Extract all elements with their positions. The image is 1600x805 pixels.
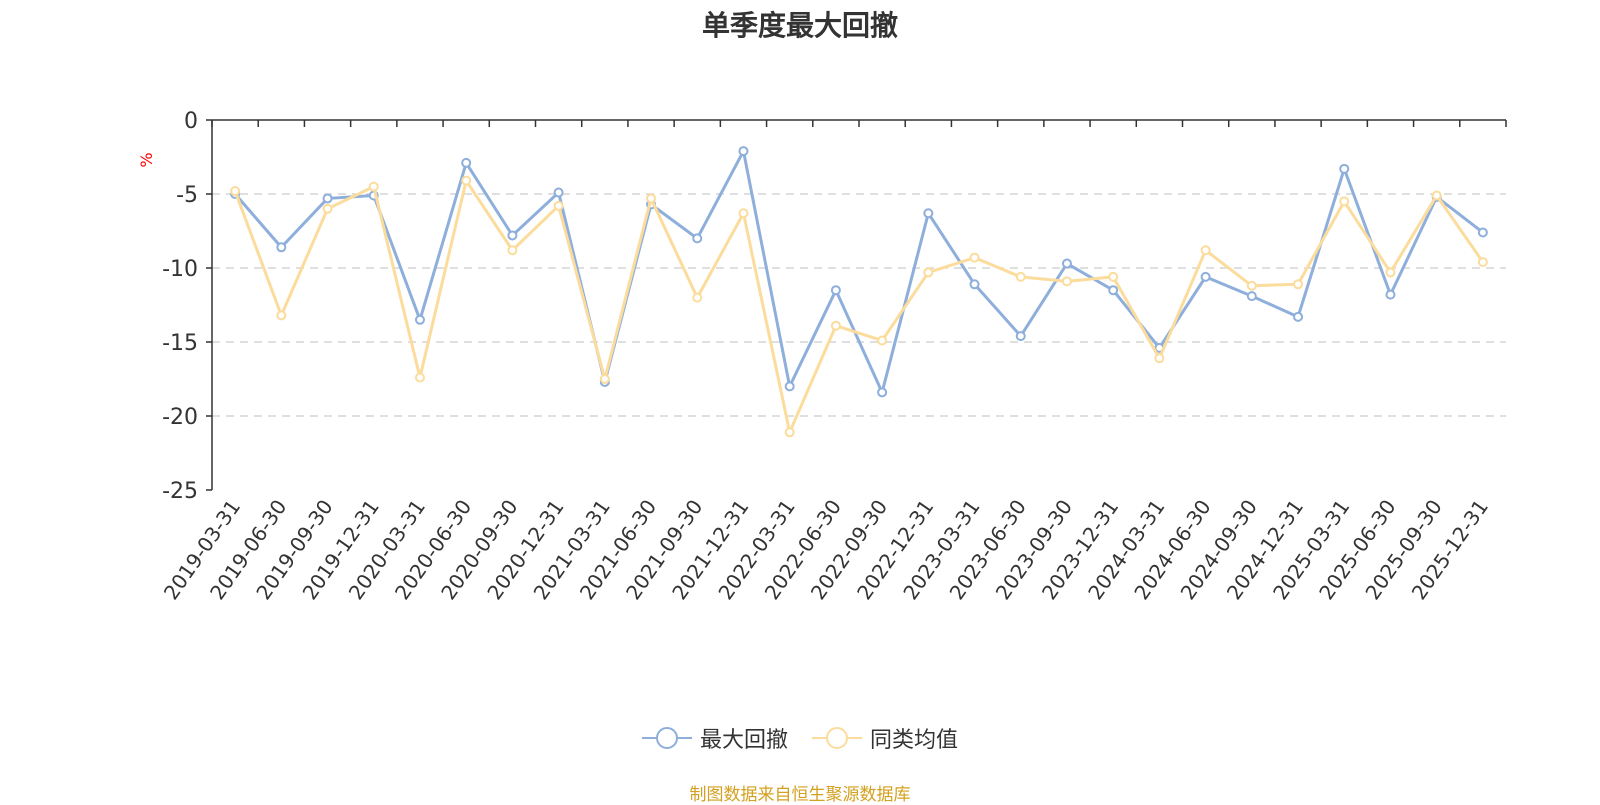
y-tick-label: -15 (162, 331, 198, 356)
data-point-max-drawdown (1200, 271, 1211, 282)
data-point-max-drawdown (877, 387, 888, 398)
data-point-max-drawdown (1339, 163, 1350, 174)
y-tick-label: -25 (162, 479, 198, 504)
series-line-peer-average (233, 179, 1485, 434)
legend-item-max-drawdown[interactable]: 最大回撤 (641, 722, 788, 754)
data-point-max-drawdown (692, 233, 703, 244)
data-point-max-drawdown (1385, 289, 1396, 300)
data-point-peer-average (1200, 245, 1211, 256)
legend-label-peer-average: 同类均值 (870, 728, 959, 753)
data-point-max-drawdown (1108, 285, 1119, 296)
chart-title: 单季度最大回撤 (701, 9, 898, 42)
data-point-peer-average (1061, 276, 1072, 287)
data-point-peer-average (1293, 279, 1304, 290)
data-point-max-drawdown (1015, 331, 1026, 342)
data-point-max-drawdown (322, 193, 333, 204)
legend-line-circle-icon (812, 727, 862, 749)
data-point-peer-average (461, 175, 472, 186)
data-point-peer-average (646, 193, 657, 204)
data-point-peer-average (1385, 267, 1396, 278)
legend-label-max-drawdown: 最大回撤 (699, 728, 788, 753)
data-point-peer-average (507, 245, 518, 256)
data-point-max-drawdown (1246, 291, 1257, 302)
data-point-peer-average (1339, 196, 1350, 207)
data-point-max-drawdown (461, 157, 472, 168)
data-point-peer-average (1477, 257, 1488, 268)
data-point-peer-average (877, 335, 888, 346)
data-point-peer-average (830, 320, 841, 331)
data-point-max-drawdown (969, 279, 980, 290)
legend: 最大回撤 同类均值 (0, 722, 1600, 754)
data-point-max-drawdown (507, 230, 518, 241)
data-point-max-drawdown (738, 146, 749, 157)
y-axis-label: % (137, 152, 156, 167)
data-point-max-drawdown (1293, 311, 1304, 322)
legend-item-peer-average[interactable]: 同类均值 (812, 722, 958, 754)
y-tick-label: -10 (162, 257, 198, 282)
data-point-peer-average (276, 310, 287, 321)
legend-line-circle-icon (641, 727, 692, 749)
data-point-peer-average (1431, 190, 1442, 201)
data-point-max-drawdown (923, 208, 934, 219)
y-tick-label: -5 (176, 183, 198, 208)
data-point-max-drawdown (553, 187, 564, 198)
data-point-peer-average (1108, 271, 1119, 282)
data-point-max-drawdown (1061, 258, 1072, 269)
data-point-peer-average (414, 372, 425, 383)
data-point-peer-average (969, 252, 980, 263)
data-point-peer-average (1154, 353, 1165, 364)
data-point-peer-average (923, 267, 934, 278)
data-source-note: 制图数据来自恒生聚源数据库 (689, 785, 911, 805)
data-point-max-drawdown (1477, 227, 1488, 238)
data-point-peer-average (692, 292, 703, 303)
data-point-max-drawdown (414, 314, 425, 325)
data-point-peer-average (738, 208, 749, 219)
data-point-peer-average (368, 181, 379, 192)
data-point-peer-average (230, 186, 241, 197)
data-point-peer-average (322, 203, 333, 214)
data-point-peer-average (553, 200, 564, 211)
series-line-max-drawdown (233, 149, 1484, 394)
data-point-peer-average (784, 427, 795, 438)
y-tick-label: -20 (162, 405, 198, 430)
data-point-max-drawdown (830, 285, 841, 296)
data-point-peer-average (1246, 280, 1257, 291)
data-point-max-drawdown (276, 242, 287, 253)
data-point-peer-average (1015, 271, 1026, 282)
y-tick-label: 0 (184, 109, 198, 134)
data-point-peer-average (599, 374, 610, 384)
data-point-max-drawdown (784, 381, 795, 392)
